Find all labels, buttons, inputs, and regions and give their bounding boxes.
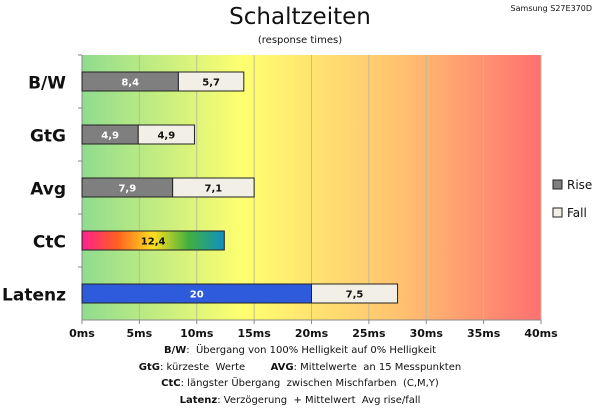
legend-label-rise: Rise <box>567 178 592 192</box>
x-tick-label: 40ms <box>524 327 558 340</box>
category-label: Latenz <box>2 286 66 306</box>
legend-swatch-rise <box>552 179 563 190</box>
note-text: : Mittelwerte an 15 Messpunkten <box>293 361 462 373</box>
x-tick-label: 10ms <box>180 327 214 340</box>
category-label: B/W <box>28 74 66 94</box>
note-line: B/W: Übergang von 100% Helligkeit auf 0%… <box>0 343 600 360</box>
category-label: Avg <box>30 180 66 200</box>
note-line: Latenz: Verzögerung + Mittelwert Avg ris… <box>0 393 600 410</box>
data-label-fall: 7,1 <box>205 184 223 195</box>
data-label-fall: 4,9 <box>157 131 175 142</box>
data-label-rise: 12,4 <box>141 237 166 248</box>
bar-fall <box>172 177 255 198</box>
note-text: : Übergang von 100% Helligkeit auf 0% He… <box>186 345 437 356</box>
chart-notes: B/W: Übergang von 100% Helligkeit auf 0%… <box>0 343 600 409</box>
chart-subtitle: (response times) <box>257 35 343 46</box>
data-label-fall: 5,7 <box>202 78 220 89</box>
x-tick-label: 30ms <box>410 327 444 340</box>
note-term: CtC <box>161 378 181 389</box>
legend-swatch-fall <box>552 207 563 218</box>
note-term: Latenz <box>179 394 218 406</box>
note-term: AVG <box>270 361 294 373</box>
data-label-fall: 7,5 <box>346 290 364 301</box>
note-term: GtG <box>138 361 160 373</box>
chart-title: Schaltzeiten <box>229 4 371 30</box>
monitor-model-label: Samsung S27E370D <box>510 4 592 13</box>
data-label-rise: 20 <box>190 290 204 301</box>
x-tick-label: 35ms <box>467 327 501 340</box>
data-label-rise: 7,9 <box>118 184 136 195</box>
note-text: : längster Übergang zwischen Mischfarben… <box>180 378 439 389</box>
bar-fall <box>177 71 245 92</box>
response-time-chart: 0ms 5ms 10ms 15ms 20ms 25ms 30ms 35ms 40ms B/W 8,4… <box>2 54 592 340</box>
x-tick-label: 15ms <box>237 327 271 340</box>
category-label: CtC <box>33 233 66 253</box>
data-label-rise: 4,9 <box>101 131 119 142</box>
category-label: GtG <box>30 127 66 147</box>
bar-fall <box>137 124 195 145</box>
data-label-rise: 8,4 <box>121 78 139 89</box>
x-tick-label: 25ms <box>352 327 386 340</box>
x-tick-label: 0ms <box>69 327 95 340</box>
legend-label-fall: Fall <box>567 206 587 220</box>
bar-rise <box>81 230 225 251</box>
note-text: : Verzögerung + Mittelwert Avg rise/fall <box>217 394 421 406</box>
x-tick-label: 5ms <box>127 327 153 340</box>
note-line: CtC: längster Übergang zwischen Mischfar… <box>0 376 600 393</box>
note-line: GtG: kürzeste Werte AVG: Mittelwerte an … <box>0 360 600 377</box>
x-tick-label: 20ms <box>295 327 329 340</box>
bar-fall <box>311 283 399 304</box>
note-term: B/W <box>163 345 187 356</box>
note-text: : kürzeste Werte <box>160 361 271 373</box>
